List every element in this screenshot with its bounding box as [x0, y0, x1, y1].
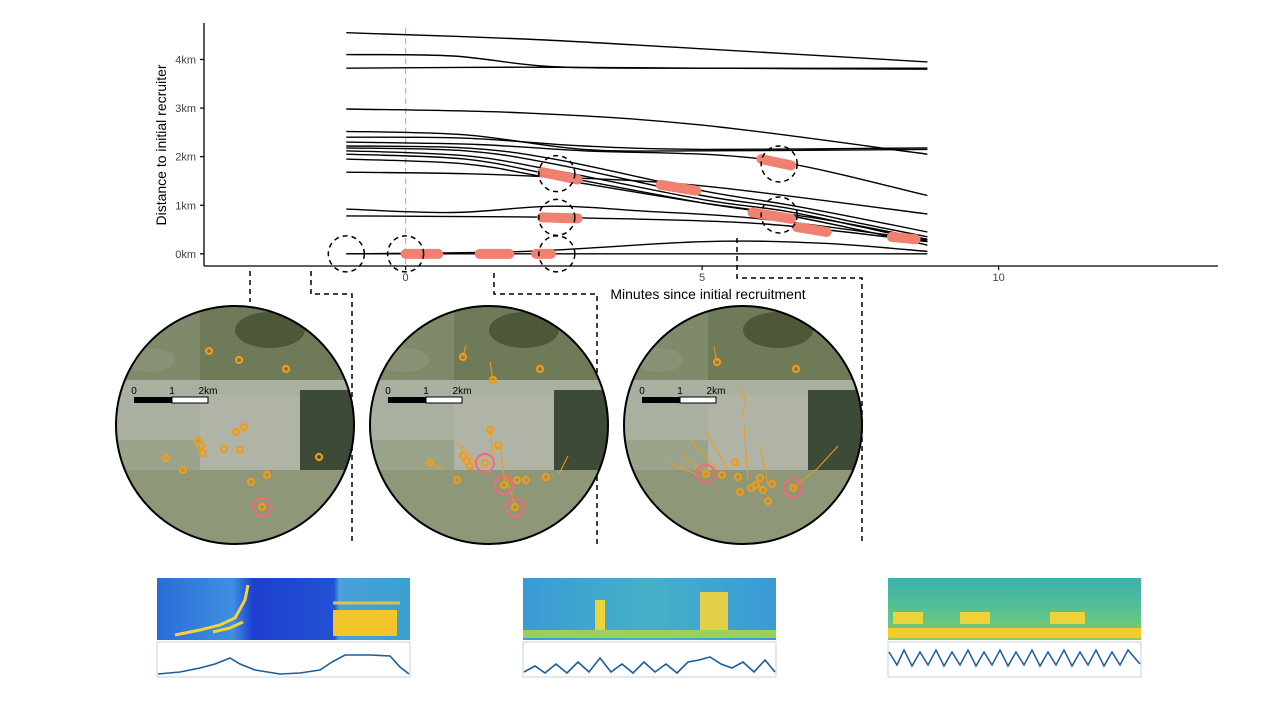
bird-markers [701, 357, 801, 506]
focus-circle [538, 198, 576, 237]
focus-circle [760, 145, 798, 183]
scale-bar: 0 1 2km [639, 386, 726, 404]
y-tick-label: 4km [175, 54, 196, 66]
focus-circle [386, 235, 425, 273]
trajectory-line [346, 158, 928, 240]
call-segment [655, 179, 702, 196]
y-axis-ticks: 0km 1km 2km 3km 4km [175, 54, 204, 261]
call-segment [747, 207, 797, 224]
waveform-trace [523, 656, 776, 675]
waveform-trace [157, 654, 410, 675]
trajectory-lines [346, 32, 928, 255]
trajectory-line [346, 130, 928, 152]
call-segment [537, 167, 583, 185]
y-tick-label: 2km [175, 152, 196, 164]
call-segment [886, 231, 921, 245]
x-axis-ticks: 0 5 10 [403, 266, 1005, 284]
scale-bar: 0 1 2km [385, 386, 472, 404]
trajectory-line [346, 205, 928, 241]
scale-label-1: 1 [423, 386, 429, 397]
trajectory-line [346, 32, 928, 63]
recruiter-markers [696, 464, 803, 498]
scale-label-0: 0 [131, 386, 137, 397]
y-tick-label: 0km [175, 249, 196, 261]
spectrogram-image [523, 578, 776, 640]
spectrogram-panel-1 [156, 578, 411, 678]
map-panel-2: 0 1 2km [369, 305, 609, 545]
waveform-trace [888, 648, 1141, 668]
map-panel-1: 0 1 2km [115, 305, 355, 545]
x-tick-label: 10 [992, 272, 1004, 284]
focus-circles [327, 145, 798, 273]
scale-label-0: 0 [639, 386, 645, 397]
bird-markers [161, 346, 324, 512]
y-tick-label: 1km [175, 200, 196, 212]
call-segment [756, 154, 797, 171]
y-tick-label: 3km [175, 103, 196, 115]
x-axis-title: Minutes since initial recruitment [610, 286, 805, 302]
call-segment [791, 222, 832, 237]
scale-bar: 0 1 2km [131, 386, 218, 404]
x-tick-label: 5 [699, 272, 705, 284]
scale-label-2: 2km [453, 386, 472, 397]
bird-tracks [667, 346, 839, 489]
trajectory-line [346, 66, 928, 70]
focus-circle [760, 196, 798, 234]
call-segments [400, 154, 921, 259]
spectrogram-panel-2 [522, 578, 777, 678]
bird-markers [425, 352, 551, 512]
recruiter-marker [252, 497, 272, 517]
waveform-panel [156, 641, 411, 678]
call-segment [537, 212, 583, 224]
trajectory-line [346, 171, 928, 215]
waveform-panel [887, 641, 1142, 678]
scale-label-1: 1 [169, 386, 175, 397]
connector-map-2-left [493, 273, 598, 544]
spectrogram-panel-3 [887, 578, 1142, 678]
scale-label-2: 2km [707, 386, 726, 397]
trajectory-line [346, 240, 928, 255]
focus-circle [538, 154, 576, 193]
scale-label-0: 0 [385, 386, 391, 397]
waveform-panel [522, 641, 777, 678]
trajectory-line [346, 141, 928, 197]
trajectory-line [346, 136, 928, 151]
x-tick-label: 0 [403, 272, 409, 284]
y-axis-title: Distance to initial recruiter [153, 64, 169, 225]
distance-chart: 0km 1km 2km 3km 4km 0 5 10 Minutes since initi… [153, 23, 1218, 302]
map-panel-3: 0 1 2km [623, 305, 863, 545]
scale-label-1: 1 [677, 386, 683, 397]
recruiter-markers [475, 453, 525, 517]
focus-circle [327, 235, 366, 273]
trajectory-line [346, 108, 928, 155]
scale-label-2: 2km [199, 386, 218, 397]
